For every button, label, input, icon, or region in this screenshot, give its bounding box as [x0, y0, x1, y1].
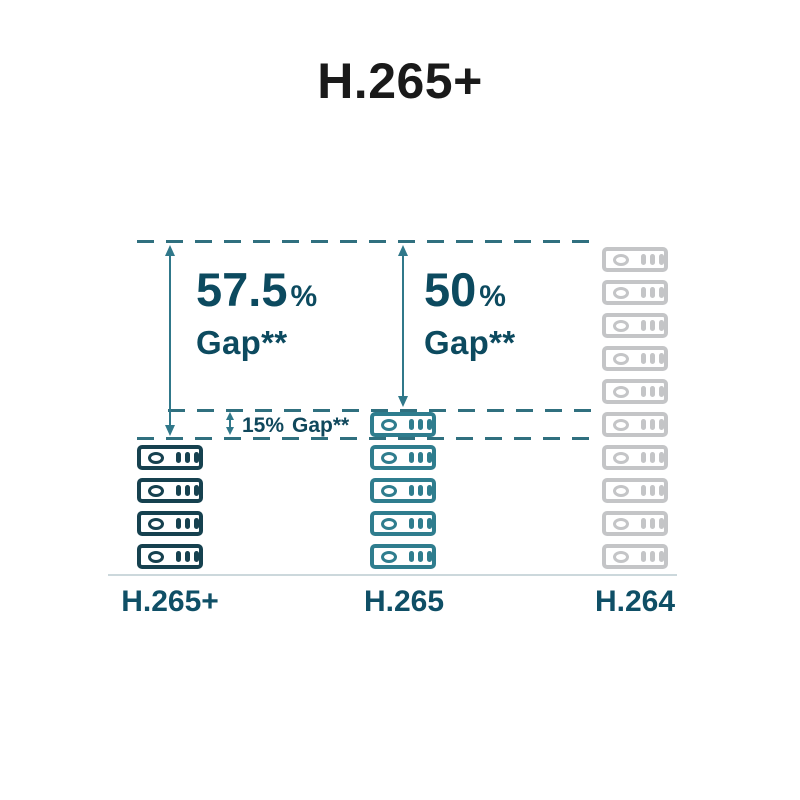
gap-value: 50 — [424, 263, 477, 316]
server-led-icon — [613, 385, 629, 398]
h265plus-level-dashed-line — [137, 437, 598, 440]
server-led-icon — [613, 418, 629, 431]
h264-server-stack — [602, 247, 668, 569]
server-vents-icon — [409, 452, 432, 463]
server-led-icon — [613, 484, 629, 497]
category-label-h265plus: H.265+ — [121, 585, 219, 618]
gap-arrow-15-icon — [226, 412, 234, 435]
server-led-icon — [613, 286, 629, 299]
page-title: H.265+ — [317, 53, 483, 109]
server-vents-icon — [176, 485, 199, 496]
server-led-icon — [148, 550, 164, 563]
server-icon — [602, 412, 668, 437]
server-icon — [137, 544, 203, 569]
server-vents-icon — [641, 353, 664, 364]
server-icon — [602, 313, 668, 338]
server-vents-icon — [641, 452, 664, 463]
server-icon — [370, 445, 436, 470]
server-vents-icon — [409, 419, 432, 430]
server-led-icon — [613, 319, 629, 332]
server-led-icon — [613, 517, 629, 530]
h265-server-stack — [370, 412, 436, 569]
server-vents-icon — [641, 287, 664, 298]
h264-level-dashed-line — [137, 240, 598, 243]
server-icon — [370, 511, 436, 536]
server-led-icon — [381, 418, 397, 431]
h265plus-server-stack — [137, 445, 203, 569]
baseline-rule — [108, 574, 677, 576]
server-icon — [370, 412, 436, 437]
server-icon — [602, 544, 668, 569]
gap-label: Gap** — [292, 414, 350, 437]
gap-label: Gap** — [424, 324, 516, 361]
server-icon — [137, 445, 203, 470]
gap-annotation-h265plus: 57.5 % Gap** — [196, 266, 317, 362]
server-led-icon — [148, 517, 164, 530]
server-led-icon — [613, 253, 629, 266]
server-led-icon — [148, 484, 164, 497]
gap-unit: % — [265, 414, 285, 437]
server-led-icon — [613, 451, 629, 464]
server-icon — [602, 445, 668, 470]
server-vents-icon — [641, 518, 664, 529]
server-vents-icon — [641, 419, 664, 430]
server-vents-icon — [409, 518, 432, 529]
server-led-icon — [613, 550, 629, 563]
server-vents-icon — [176, 518, 199, 529]
server-led-icon — [381, 517, 397, 530]
server-icon — [602, 247, 668, 272]
server-vents-icon — [409, 485, 432, 496]
server-led-icon — [381, 484, 397, 497]
server-icon — [602, 379, 668, 404]
gap-value: 15 — [242, 414, 266, 437]
gap-annotation-h265: 50 % Gap** — [424, 266, 515, 362]
server-icon — [602, 478, 668, 503]
server-icon — [602, 280, 668, 305]
server-vents-icon — [641, 485, 664, 496]
server-led-icon — [613, 352, 629, 365]
category-label-h265: H.265 — [363, 585, 445, 618]
server-icon — [370, 544, 436, 569]
server-vents-icon — [641, 254, 664, 265]
server-led-icon — [381, 550, 397, 563]
server-icon — [602, 346, 668, 371]
gap-arrow-50-icon — [398, 245, 408, 407]
h265-level-dashed-line — [168, 409, 598, 412]
gap-value: 57.5 — [196, 263, 288, 316]
gap-arrow-57-icon — [165, 245, 175, 436]
server-vents-icon — [641, 551, 664, 562]
server-vents-icon — [641, 320, 664, 331]
server-icon — [137, 511, 203, 536]
server-vents-icon — [409, 551, 432, 562]
server-icon — [602, 511, 668, 536]
server-icon — [137, 478, 203, 503]
server-led-icon — [148, 451, 164, 464]
gap-unit: % — [479, 280, 506, 313]
gap-unit: % — [290, 280, 318, 313]
gap-label: Gap** — [196, 324, 288, 361]
server-icon — [370, 478, 436, 503]
category-label-h264: H.264 — [594, 585, 676, 618]
server-vents-icon — [176, 452, 199, 463]
server-vents-icon — [176, 551, 199, 562]
gap-annotation-15: 15% Gap** — [242, 414, 349, 438]
server-led-icon — [381, 451, 397, 464]
server-vents-icon — [641, 386, 664, 397]
